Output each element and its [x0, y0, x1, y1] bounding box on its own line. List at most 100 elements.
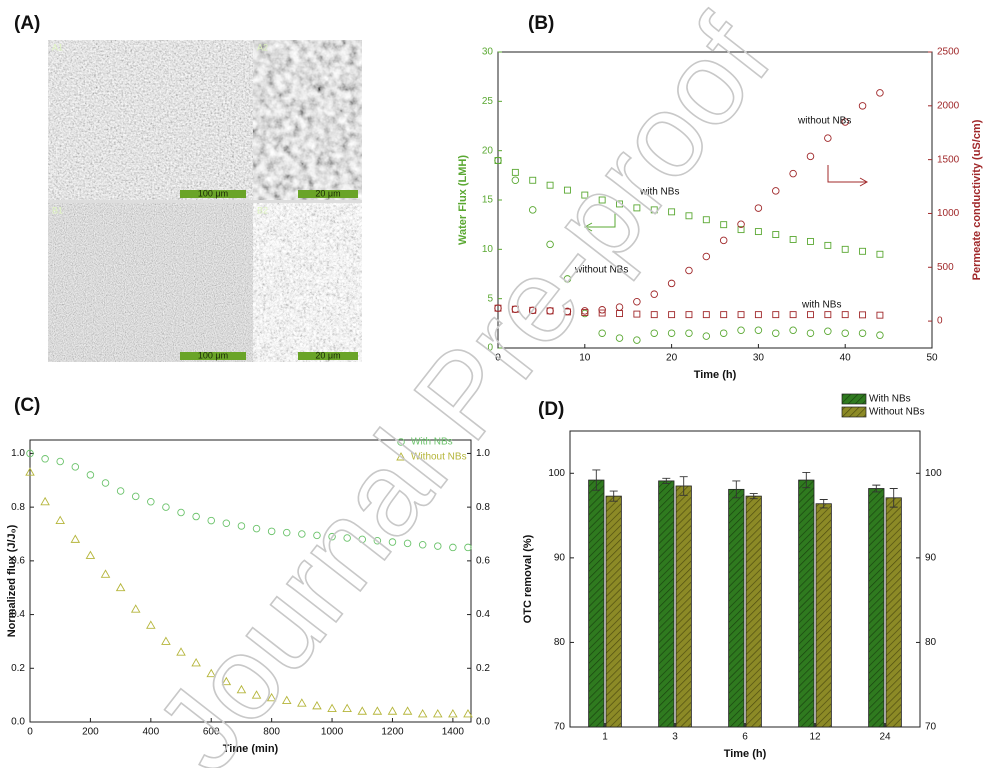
- marker: [789, 326, 797, 334]
- marker: [251, 690, 262, 699]
- marker: [511, 168, 519, 176]
- marker: [668, 311, 676, 319]
- error-bar: [732, 480, 741, 499]
- marker: [222, 519, 231, 528]
- marker: [252, 524, 261, 533]
- marker: [824, 327, 832, 335]
- marker: [298, 530, 306, 538]
- marker: [147, 498, 155, 506]
- marker: [806, 152, 815, 161]
- marker: [720, 221, 728, 229]
- marker: [449, 543, 457, 552]
- error-bar: [679, 476, 688, 496]
- x-tick-label: 24: [879, 732, 891, 743]
- marker: [719, 236, 728, 245]
- marker: [56, 457, 64, 466]
- bar: [868, 488, 885, 728]
- y-tick-label: 80: [925, 637, 937, 648]
- x-axis-title: Time (h): [694, 369, 737, 381]
- y2-tick-label: 1000: [937, 208, 960, 219]
- marker: [806, 329, 815, 337]
- series-label: without NBs: [574, 265, 628, 276]
- marker: [876, 311, 884, 319]
- marker: [650, 311, 658, 319]
- marker: [176, 647, 186, 656]
- legend-label: Without NBs: [411, 452, 467, 463]
- marker: [41, 455, 49, 463]
- x-tick-label: 400: [142, 727, 159, 738]
- error-bar: [889, 488, 898, 508]
- marker: [70, 534, 81, 543]
- y-axis-title: OTC removal (%): [522, 534, 534, 623]
- x-tick-label: 40: [840, 353, 852, 364]
- marker: [494, 304, 502, 312]
- marker: [789, 169, 797, 178]
- y-tick-label: 0.4: [11, 609, 25, 620]
- marker: [221, 676, 232, 686]
- marker: [737, 226, 745, 234]
- marker: [737, 326, 745, 334]
- marker: [841, 118, 849, 126]
- marker: [876, 89, 884, 97]
- y-tick-label: 100: [548, 468, 565, 479]
- scale-text: 20 μm: [315, 188, 340, 198]
- marker: [685, 329, 693, 337]
- marker: [841, 245, 849, 253]
- error-bar: [802, 471, 811, 489]
- marker: [702, 332, 711, 340]
- scale-bar: [298, 352, 358, 360]
- marker: [115, 582, 126, 592]
- marker: [25, 467, 35, 476]
- marker: [116, 487, 125, 495]
- marker: [650, 329, 658, 337]
- sem-image: [253, 203, 362, 362]
- bar: [588, 479, 605, 728]
- bar: [728, 488, 745, 728]
- marker: [529, 176, 537, 184]
- marker: [858, 329, 867, 337]
- marker: [546, 240, 554, 249]
- marker: [161, 636, 171, 645]
- y-tick-label: 90: [554, 552, 566, 563]
- marker: [342, 703, 352, 713]
- marker: [432, 709, 443, 718]
- arrow: [827, 165, 869, 187]
- marker: [529, 306, 537, 314]
- scale-text: 100 μm: [198, 188, 228, 198]
- marker: [615, 334, 624, 342]
- scale-bar: [298, 190, 358, 198]
- x-axis-title: Time (min): [223, 743, 279, 755]
- marker: [772, 231, 780, 238]
- marker: [598, 329, 606, 337]
- scale-bar: [180, 190, 246, 198]
- marker: [177, 508, 185, 517]
- marker: [824, 241, 832, 249]
- y-tick-label: 0: [487, 343, 493, 354]
- arrow: [583, 213, 616, 232]
- scale-text: 20 μm: [315, 350, 340, 360]
- marker: [633, 297, 641, 306]
- divider: [48, 200, 362, 203]
- marker: [236, 684, 247, 694]
- marker: [563, 186, 571, 194]
- marker: [719, 329, 728, 337]
- plot-frame: [569, 430, 921, 728]
- error-bar: [819, 499, 828, 509]
- marker: [191, 658, 201, 667]
- sem-label: B2: [257, 205, 268, 215]
- marker: [737, 220, 745, 228]
- marker: [418, 540, 427, 549]
- x-tick-label: 1: [602, 732, 608, 743]
- y-axis-title: Water Flux (LMH): [457, 155, 469, 245]
- scale-bar: [180, 352, 246, 360]
- y-tick-label: 15: [482, 195, 494, 206]
- bar: [745, 495, 762, 728]
- error-bar: [609, 490, 618, 502]
- marker: [55, 515, 65, 525]
- bar: [815, 503, 832, 728]
- marker: [702, 216, 710, 224]
- marker: [343, 534, 351, 542]
- marker: [650, 206, 658, 214]
